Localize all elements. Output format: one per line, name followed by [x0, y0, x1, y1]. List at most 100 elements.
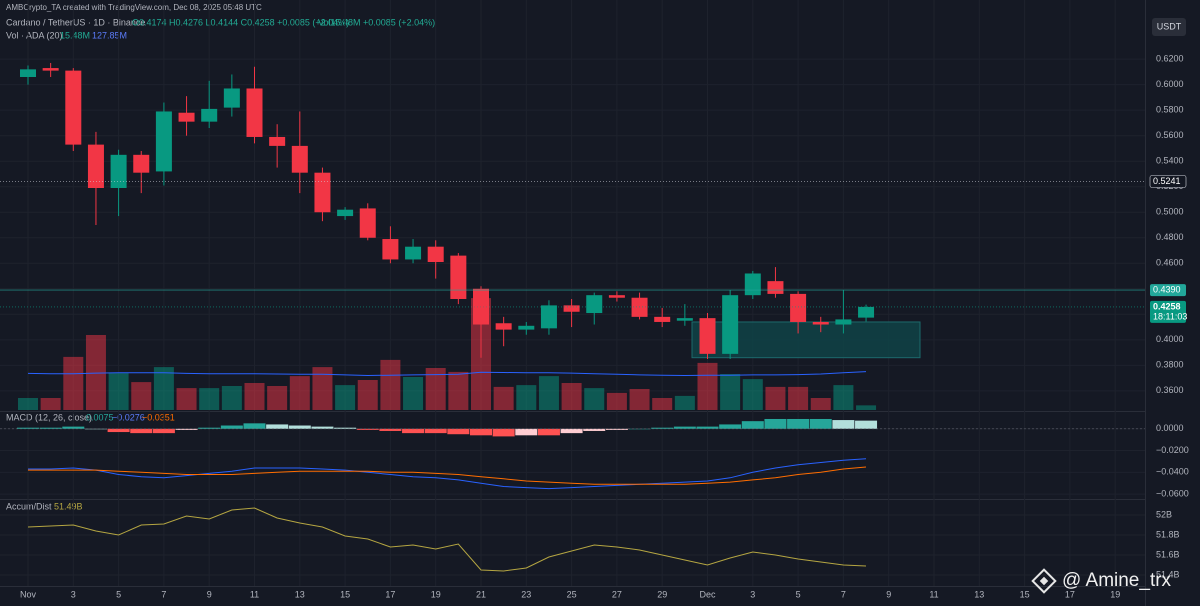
y-tick-label: 0.4600 — [1156, 258, 1184, 268]
y-tick-label: 0.5400 — [1156, 156, 1184, 166]
macd-histogram-bar — [537, 428, 560, 436]
candle-body — [201, 108, 218, 122]
macd-histogram-bar — [175, 428, 198, 430]
candle-body — [586, 295, 603, 314]
candle-body — [563, 305, 580, 312]
candle-body — [20, 69, 36, 77]
x-tick-label: 23 — [521, 589, 531, 599]
x-tick-label: 19 — [1110, 589, 1120, 599]
x-tick-label: 27 — [612, 589, 622, 599]
volume-bar — [720, 374, 741, 410]
y-tick-label: 0.5600 — [1156, 130, 1184, 140]
volume-bar — [833, 385, 854, 410]
y-tick-label: 0.3600 — [1156, 385, 1184, 395]
volume-bar — [742, 379, 763, 410]
price-label-box — [1149, 175, 1187, 188]
currency-badge[interactable] — [1152, 18, 1186, 36]
y-tick-label: 0.4000 — [1156, 334, 1184, 344]
macd-histogram-bar — [605, 428, 628, 430]
volume-bar — [18, 398, 38, 410]
candle-body — [337, 209, 354, 217]
candle-body — [87, 144, 104, 188]
volume-bar — [289, 376, 310, 410]
candle-body — [699, 318, 716, 354]
macd-histogram-bar — [107, 428, 130, 433]
macd-histogram-bar — [334, 427, 357, 429]
y-tick-label: 0.5000 — [1156, 207, 1184, 217]
x-tick-label: 17 — [1065, 589, 1075, 599]
x-tick-label: 17 — [385, 589, 395, 599]
candle-body — [767, 281, 784, 294]
volume-bar — [629, 389, 650, 410]
macd-histogram-bar — [696, 426, 719, 429]
macd-histogram-bar — [402, 428, 425, 434]
x-tick-label: 29 — [657, 589, 667, 599]
macd-histogram-bar — [583, 428, 606, 431]
macd-histogram-bar — [809, 418, 832, 429]
volume-bar — [516, 385, 537, 410]
price-label-box — [1150, 284, 1186, 297]
candle-body — [155, 111, 172, 172]
volume-bar — [312, 367, 333, 410]
x-tick-label: 3 — [750, 589, 755, 599]
volume-bar — [471, 298, 491, 410]
volume-bar — [584, 388, 605, 410]
macd-histogram-bar — [855, 420, 878, 429]
candle-body — [269, 136, 286, 146]
x-tick-label: Nov — [20, 589, 37, 599]
macd-histogram-bar — [311, 426, 334, 429]
y-tick-label: 51.4B — [1156, 569, 1180, 579]
last-price-box — [1150, 300, 1186, 323]
volume-bar — [810, 398, 831, 410]
symbol: Cardano / TetherUS · 1D · Binance — [6, 17, 145, 27]
macd-histogram-bar — [447, 428, 470, 435]
candle-body — [790, 293, 807, 322]
macd-histogram-bar — [198, 427, 221, 429]
candle-body — [495, 323, 512, 330]
candle-body — [608, 295, 625, 298]
macd-histogram-bar — [130, 428, 153, 434]
candle-body — [110, 154, 127, 188]
macd-histogram-bar — [628, 428, 651, 430]
x-tick-label: 13 — [974, 589, 984, 599]
x-tick-label: 15 — [340, 589, 350, 599]
price-label: 0.4390 — [1153, 284, 1181, 294]
candle-body — [405, 246, 422, 260]
volume-bar — [244, 383, 265, 410]
volume-bar — [561, 383, 582, 410]
volume-bar — [176, 388, 197, 410]
currency: USDT — [1157, 21, 1182, 31]
macd-histogram-bar — [673, 426, 696, 429]
candle-body — [178, 112, 195, 122]
candle-body — [676, 318, 693, 321]
macd-histogram-bar — [764, 418, 787, 429]
volume-bar — [108, 373, 129, 410]
y-tick-label: 0.5800 — [1156, 105, 1184, 115]
x-tick-label: 5 — [116, 589, 121, 599]
volume-bar — [856, 405, 877, 410]
x-tick-label: 25 — [567, 589, 577, 599]
x-tick-label: 19 — [431, 589, 441, 599]
volume-bar — [538, 376, 559, 410]
candle-body — [812, 321, 829, 325]
accum-title: Accum/Dist — [6, 501, 52, 511]
macd-histogram-bar — [787, 418, 810, 429]
watermark-text: @ Amine_trx — [1062, 570, 1172, 591]
volume-bar — [493, 386, 514, 410]
volume-bar — [221, 386, 242, 410]
accum-dist-line — [27, 507, 867, 572]
candle-body — [631, 297, 648, 317]
volume-bar — [425, 368, 446, 410]
x-tick-label: 13 — [295, 589, 305, 599]
candle-body — [722, 295, 739, 354]
x-tick-label: 15 — [1020, 589, 1030, 599]
candle-body — [518, 325, 535, 330]
volume-bar — [63, 356, 84, 410]
x-tick-label: 7 — [161, 589, 166, 599]
volume-bar — [652, 398, 673, 410]
y-tick-label: 51.8B — [1156, 529, 1180, 539]
logo-shape — [1031, 568, 1057, 594]
y-tick-label: 0.4800 — [1156, 232, 1184, 242]
x-tick-label: 5 — [796, 589, 801, 599]
